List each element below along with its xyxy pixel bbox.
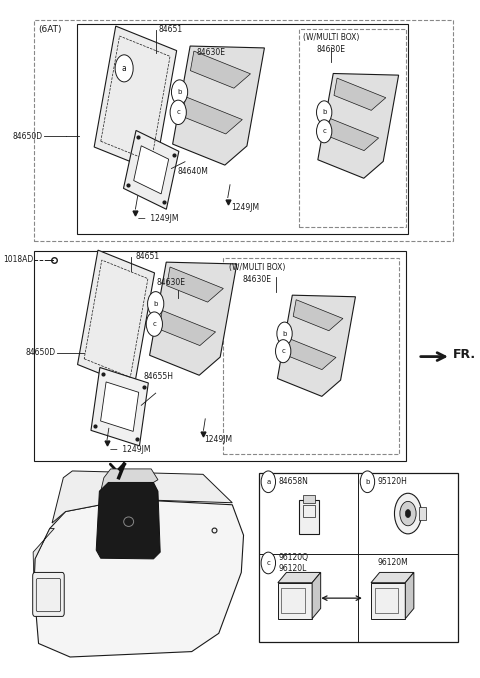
Polygon shape <box>278 572 321 582</box>
Circle shape <box>170 100 186 125</box>
Bar <box>34 20 453 241</box>
Circle shape <box>171 80 188 104</box>
Text: b: b <box>365 479 370 485</box>
Text: c: c <box>281 348 285 354</box>
Polygon shape <box>96 483 160 559</box>
Text: b: b <box>322 109 326 115</box>
Bar <box>34 251 406 461</box>
Polygon shape <box>52 471 232 523</box>
Text: 1249JM: 1249JM <box>204 435 232 443</box>
Bar <box>299 29 406 227</box>
Text: c: c <box>176 109 180 115</box>
Text: 84658N: 84658N <box>278 477 308 486</box>
Polygon shape <box>78 250 155 387</box>
Polygon shape <box>91 367 148 446</box>
Polygon shape <box>312 572 321 619</box>
Polygon shape <box>94 26 177 172</box>
Text: (W/MULTI BOX): (W/MULTI BOX) <box>228 263 285 273</box>
Circle shape <box>261 471 276 493</box>
Circle shape <box>276 340 291 363</box>
Polygon shape <box>173 46 264 165</box>
Text: 95120H: 95120H <box>377 477 407 486</box>
FancyBboxPatch shape <box>302 496 315 504</box>
Text: 84650D: 84650D <box>12 132 42 140</box>
Polygon shape <box>327 119 379 151</box>
Polygon shape <box>159 311 216 346</box>
Circle shape <box>405 509 411 517</box>
Polygon shape <box>101 382 139 431</box>
Text: 1249JM: 1249JM <box>231 203 259 212</box>
Bar <box>223 258 399 454</box>
Text: —  1249JM: — 1249JM <box>110 445 150 454</box>
Polygon shape <box>405 572 414 619</box>
Polygon shape <box>182 97 242 134</box>
Text: a: a <box>266 479 270 485</box>
Circle shape <box>316 101 332 124</box>
Circle shape <box>360 471 375 493</box>
Text: 84630E: 84630E <box>317 45 346 54</box>
Text: 96120Q
96120L: 96120Q 96120L <box>278 553 308 573</box>
Text: c: c <box>266 560 270 566</box>
Text: (6AT): (6AT) <box>38 25 62 34</box>
Polygon shape <box>277 295 356 397</box>
Text: b: b <box>282 331 287 336</box>
Text: 96120M: 96120M <box>377 559 408 567</box>
Bar <box>77 24 408 234</box>
Polygon shape <box>150 262 237 375</box>
Text: 84640M: 84640M <box>177 167 208 176</box>
Polygon shape <box>34 500 243 657</box>
Text: c: c <box>152 321 156 327</box>
Text: 84630E: 84630E <box>156 278 186 287</box>
Polygon shape <box>278 582 312 619</box>
Polygon shape <box>371 572 414 582</box>
Text: 84651: 84651 <box>135 252 159 261</box>
Text: —  1249JM: — 1249JM <box>138 214 178 223</box>
Polygon shape <box>371 582 405 619</box>
Circle shape <box>146 312 162 336</box>
Polygon shape <box>167 267 223 302</box>
Text: 84630E: 84630E <box>242 275 271 283</box>
Text: b: b <box>178 89 182 95</box>
FancyBboxPatch shape <box>419 506 426 520</box>
Circle shape <box>277 322 292 345</box>
Polygon shape <box>191 51 251 88</box>
Circle shape <box>147 292 164 316</box>
Text: 1018AD: 1018AD <box>3 256 33 264</box>
Polygon shape <box>286 338 336 370</box>
Polygon shape <box>334 78 386 111</box>
Text: (W/MULTI BOX): (W/MULTI BOX) <box>303 33 360 42</box>
Text: 84655H: 84655H <box>143 372 173 382</box>
Polygon shape <box>101 469 158 492</box>
FancyBboxPatch shape <box>33 572 64 616</box>
Polygon shape <box>134 146 168 194</box>
Polygon shape <box>33 528 54 589</box>
Polygon shape <box>318 73 398 178</box>
Text: 84651: 84651 <box>159 24 183 34</box>
Text: b: b <box>154 301 158 307</box>
Text: 84650D: 84650D <box>25 348 56 357</box>
Text: 84630E: 84630E <box>196 47 225 57</box>
FancyBboxPatch shape <box>299 500 319 534</box>
Polygon shape <box>123 130 179 210</box>
Circle shape <box>316 120 332 143</box>
Text: c: c <box>322 128 326 134</box>
Bar <box>259 473 457 642</box>
Text: a: a <box>122 64 127 73</box>
Circle shape <box>115 55 133 82</box>
Circle shape <box>400 502 416 525</box>
Circle shape <box>261 552 276 574</box>
Text: FR.: FR. <box>453 348 476 361</box>
Circle shape <box>395 494 421 534</box>
Polygon shape <box>293 300 343 331</box>
